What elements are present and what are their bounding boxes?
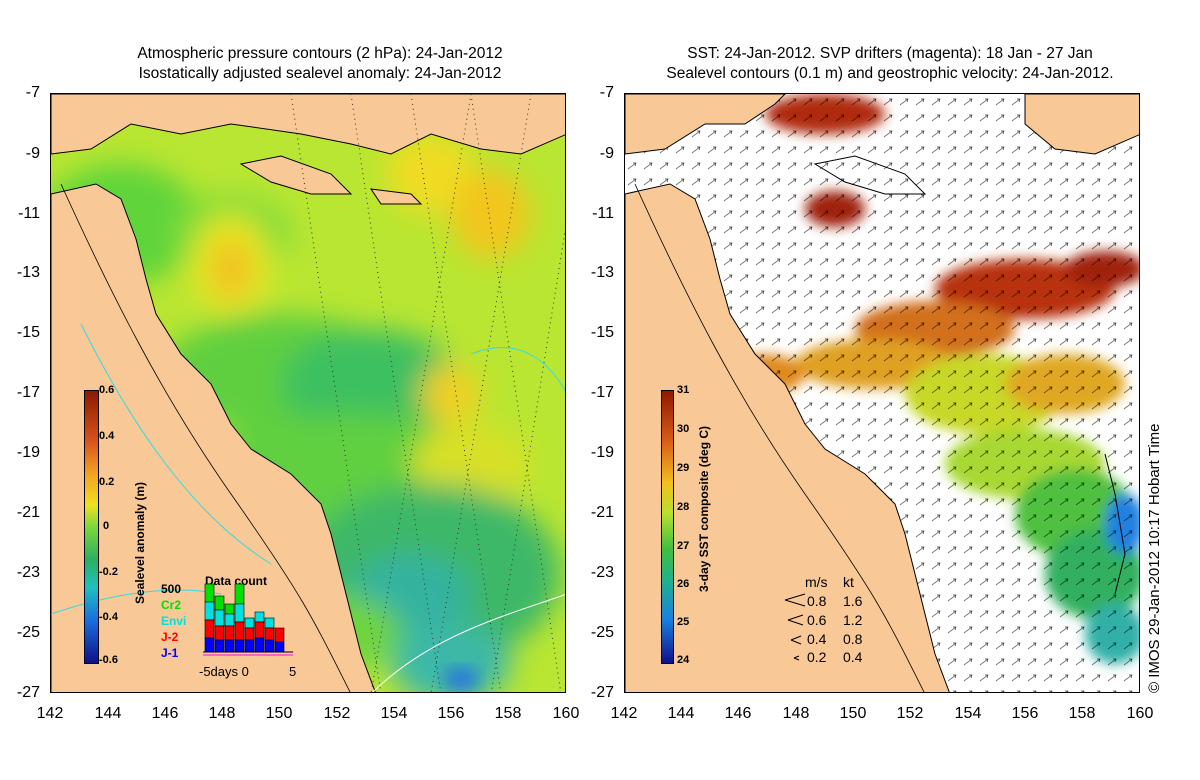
left-ytick-neg15: -15: [16, 324, 40, 341]
velocity-legend-ms-0.8: 0.8: [807, 593, 827, 609]
right-ytick-neg23: -23: [590, 564, 614, 581]
mission-j2: J-2: [161, 630, 179, 644]
left-xtick-144: 144: [94, 705, 122, 722]
right-ytick-neg17: -17: [590, 384, 614, 401]
left-xtick-150: 150: [265, 705, 293, 722]
velocity-legend-header-ms: m/s: [805, 574, 828, 590]
sst-tick-24: 24: [677, 654, 690, 666]
velocity-legend-kt-0.4: 0.4: [843, 649, 863, 665]
sealevel-tick-0.4: 0.4: [99, 430, 115, 442]
right-title-line2: Sealevel contours (0.1 m) and geostrophi…: [666, 65, 1114, 82]
right-xtick-158: 158: [1068, 705, 1096, 722]
sst-tick-26: 26: [677, 578, 690, 590]
sst-tick-25: 25: [677, 616, 690, 628]
left-ytick-neg13: -13: [16, 264, 40, 281]
left-ytick-neg27: -27: [16, 684, 40, 701]
data-count-title: Data count: [205, 574, 268, 588]
mission-cr2: Cr2: [161, 598, 182, 612]
left-ytick-neg7: -7: [25, 84, 40, 101]
right-title-line1: SST: 24-Jan-2012. SVP drifters (magenta)…: [687, 45, 1093, 62]
sealevel-anomaly-map: [51, 94, 565, 692]
left-ytick-neg21: -21: [16, 504, 40, 521]
velocity-legend-ms-0.4: 0.4: [807, 631, 827, 647]
sealevel-tick-neg0.6: -0.6: [99, 654, 118, 666]
sst-tick-30: 30: [677, 423, 690, 435]
right-map: 31 30 29 28 27 26 25 24 3-day SST compos…: [624, 93, 1140, 693]
right-ytick-neg7: -7: [599, 84, 614, 101]
data-count-bars: [203, 583, 293, 656]
right-ytick-neg13: -13: [590, 264, 614, 281]
left-xtick-146: 146: [151, 705, 179, 722]
sealevel-tick-neg0.4: -0.4: [99, 611, 118, 623]
velocity-legend-header-kt: kt: [843, 574, 854, 590]
mission-j1: J-1: [161, 646, 179, 660]
left-xtick-154: 154: [380, 705, 408, 722]
sst-map: [625, 94, 1139, 692]
right-xtick-144: 144: [667, 705, 695, 722]
right-ytick-neg27: -27: [590, 684, 614, 701]
right-ytick-neg25: -25: [590, 624, 614, 641]
left-xtick-158: 158: [494, 705, 522, 722]
sealevel-tick-neg0.2: -0.2: [99, 566, 118, 578]
velocity-legend-ms-0.6: 0.6: [807, 612, 827, 628]
left-ytick-neg11: -11: [18, 205, 40, 222]
left-xtick-142: 142: [36, 705, 64, 722]
left-ytick-neg9: -9: [25, 145, 40, 162]
data-count-inset: 500 Data count Cr2 Envi J-2 J-1: [151, 574, 301, 686]
left-ytick-neg25: -25: [16, 624, 40, 641]
right-xtick-152: 152: [896, 705, 924, 722]
sst-colorbar: [661, 390, 674, 664]
left-title-line2: Isostatically adjusted sealevel anomaly:…: [138, 65, 502, 82]
right-ytick-neg19: -19: [590, 444, 614, 461]
sst-tick-28: 28: [677, 501, 690, 513]
left-xtick-148: 148: [208, 705, 236, 722]
data-count-axis-end: 5: [289, 664, 297, 679]
data-count-scale: 500: [161, 582, 182, 596]
sst-tick-31: 31: [677, 384, 690, 396]
velocity-legend-kt-1.6: 1.6: [843, 593, 863, 609]
left-map: 0.6 0.4 0.2 0 -0.2 -0.4 -0.6 Sealevel an…: [50, 93, 566, 693]
left-ytick-neg23: -23: [16, 564, 40, 581]
velocity-legend-kt-0.8: 0.8: [843, 631, 863, 647]
right-ytick-neg15: -15: [590, 324, 614, 341]
left-xtick-160: 160: [552, 705, 580, 722]
sealevel-tick-0.2: 0.2: [99, 476, 115, 488]
sealevel-colorbar-label: Sealevel anomaly (m): [133, 481, 147, 604]
right-xtick-142: 142: [610, 705, 638, 722]
imos-credit: © IMOS 29-Jan-2012 10:17 Hobart Time: [1146, 423, 1163, 693]
velocity-legend-ms-0.2: 0.2: [807, 649, 827, 665]
sst-tick-27: 27: [677, 540, 690, 552]
right-ytick-neg9: -9: [599, 145, 614, 162]
sealevel-colorbar: [84, 390, 99, 664]
sealevel-tick-0: 0: [103, 520, 110, 532]
right-xtick-160: 160: [1126, 705, 1154, 722]
left-ytick-neg17: -17: [16, 384, 40, 401]
right-ytick-neg21: -21: [590, 504, 614, 521]
sst-colorbar-label: 3-day SST composite (deg C): [697, 425, 711, 592]
left-xtick-156: 156: [437, 705, 465, 722]
left-title-line1: Atmospheric pressure contours (2 hPa): 2…: [137, 45, 503, 62]
right-xtick-156: 156: [1011, 705, 1039, 722]
left-xtick-152: 152: [323, 705, 351, 722]
right-xtick-148: 148: [782, 705, 810, 722]
right-xtick-154: 154: [954, 705, 982, 722]
sst-tick-29: 29: [677, 462, 690, 474]
right-ytick-neg11: -11: [592, 205, 614, 222]
right-xtick-150: 150: [839, 705, 867, 722]
mission-envi: Envi: [161, 614, 187, 628]
left-ytick-neg19: -19: [16, 444, 40, 461]
right-xtick-146: 146: [724, 705, 752, 722]
velocity-legend-kt-1.2: 1.2: [843, 612, 863, 628]
data-count-axis-label: -5days 0: [199, 664, 249, 679]
sealevel-tick-0.6: 0.6: [99, 384, 115, 396]
